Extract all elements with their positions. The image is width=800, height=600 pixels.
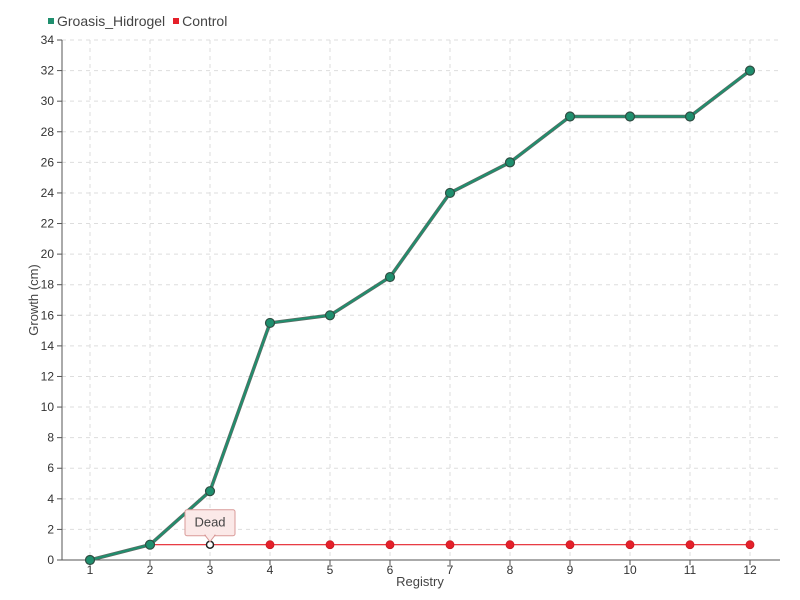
- tooltip-pointer: [203, 534, 217, 543]
- x-tick-label: 9: [567, 563, 574, 577]
- y-tick-label: 30: [41, 94, 55, 108]
- legend: Groasis_Hidrogel Control: [48, 13, 227, 29]
- y-tick-label: 22: [41, 217, 55, 231]
- y-tick-label: 2: [47, 522, 54, 536]
- x-tick-label: 6: [387, 563, 394, 577]
- data-point-groasis: [84, 554, 96, 566]
- data-point-groasis: [204, 486, 216, 497]
- x-tick-label: 10: [623, 563, 637, 577]
- x-tick-label: 8: [507, 563, 514, 577]
- data-point-groasis: [564, 111, 576, 122]
- y-tick-label: 0: [47, 553, 54, 567]
- series-line-control: [89, 544, 750, 561]
- y-tick-label: 6: [47, 461, 54, 475]
- data-point-control: [505, 540, 515, 550]
- legend-item-groasis[interactable]: Groasis_Hidrogel: [48, 13, 165, 29]
- y-tick-label: 4: [47, 492, 54, 506]
- data-point-groasis: [684, 111, 696, 122]
- data-point-groasis: [444, 187, 456, 199]
- legend-swatch-groasis: [48, 18, 54, 24]
- legend-swatch-control: [173, 18, 180, 24]
- x-tick-label: 4: [267, 563, 274, 577]
- x-tick-label: 12: [743, 563, 757, 577]
- data-point-groasis: [744, 65, 756, 76]
- legend-item-control[interactable]: Control: [173, 13, 227, 29]
- annotation-layer: Dead: [184, 509, 236, 543]
- data-point-control: [325, 540, 335, 550]
- y-tick-label: 28: [41, 125, 55, 139]
- data-point-control: [565, 540, 575, 550]
- y-tick-label: 26: [41, 155, 55, 169]
- legend-label-groasis: Groasis_Hidrogel: [57, 13, 166, 29]
- x-tick-label: 2: [147, 563, 154, 577]
- x-axis-title: Registry: [396, 574, 444, 589]
- data-point-control: [745, 540, 755, 550]
- x-tick-label: 11: [684, 563, 697, 577]
- y-tick-label: 16: [41, 308, 55, 322]
- y-tick-label: 24: [41, 186, 55, 200]
- y-tick-label: 34: [41, 33, 55, 47]
- data-point-control: [685, 540, 695, 550]
- data-point-groasis: [624, 111, 636, 122]
- data-point-groasis: [324, 310, 336, 321]
- x-tick-label: 1: [87, 563, 94, 577]
- data-point-groasis: [264, 317, 276, 329]
- y-tick-label: 18: [41, 278, 55, 292]
- y-tick-label: 8: [47, 431, 54, 445]
- data-point-control: [385, 540, 395, 550]
- data-point-groasis: [504, 157, 516, 168]
- data-point-control: [265, 540, 275, 550]
- data-point-control: [625, 540, 635, 550]
- y-tick-label: 14: [41, 339, 55, 353]
- data-point-groasis: [384, 271, 396, 283]
- series-line-groasis: [89, 69, 751, 561]
- y-axis-title: Growth (cm): [26, 264, 41, 336]
- data-point-groasis: [144, 539, 156, 550]
- series-layer: [84, 65, 756, 566]
- x-tick-label: 3: [207, 563, 214, 577]
- grid-lines: [62, 39, 780, 560]
- y-tick-label: 20: [41, 247, 55, 261]
- series-line-shadow-groasis: [89, 69, 752, 562]
- legend-label-control: Control: [182, 13, 228, 29]
- y-tick-label: 12: [41, 369, 55, 383]
- y-tick-label: 32: [41, 64, 55, 78]
- y-tick-label: 10: [41, 400, 55, 414]
- x-tick-label: 7: [447, 563, 454, 577]
- x-tick-label: 5: [327, 563, 334, 577]
- data-point-control: [445, 540, 455, 550]
- tooltip-text: Dead: [194, 515, 225, 530]
